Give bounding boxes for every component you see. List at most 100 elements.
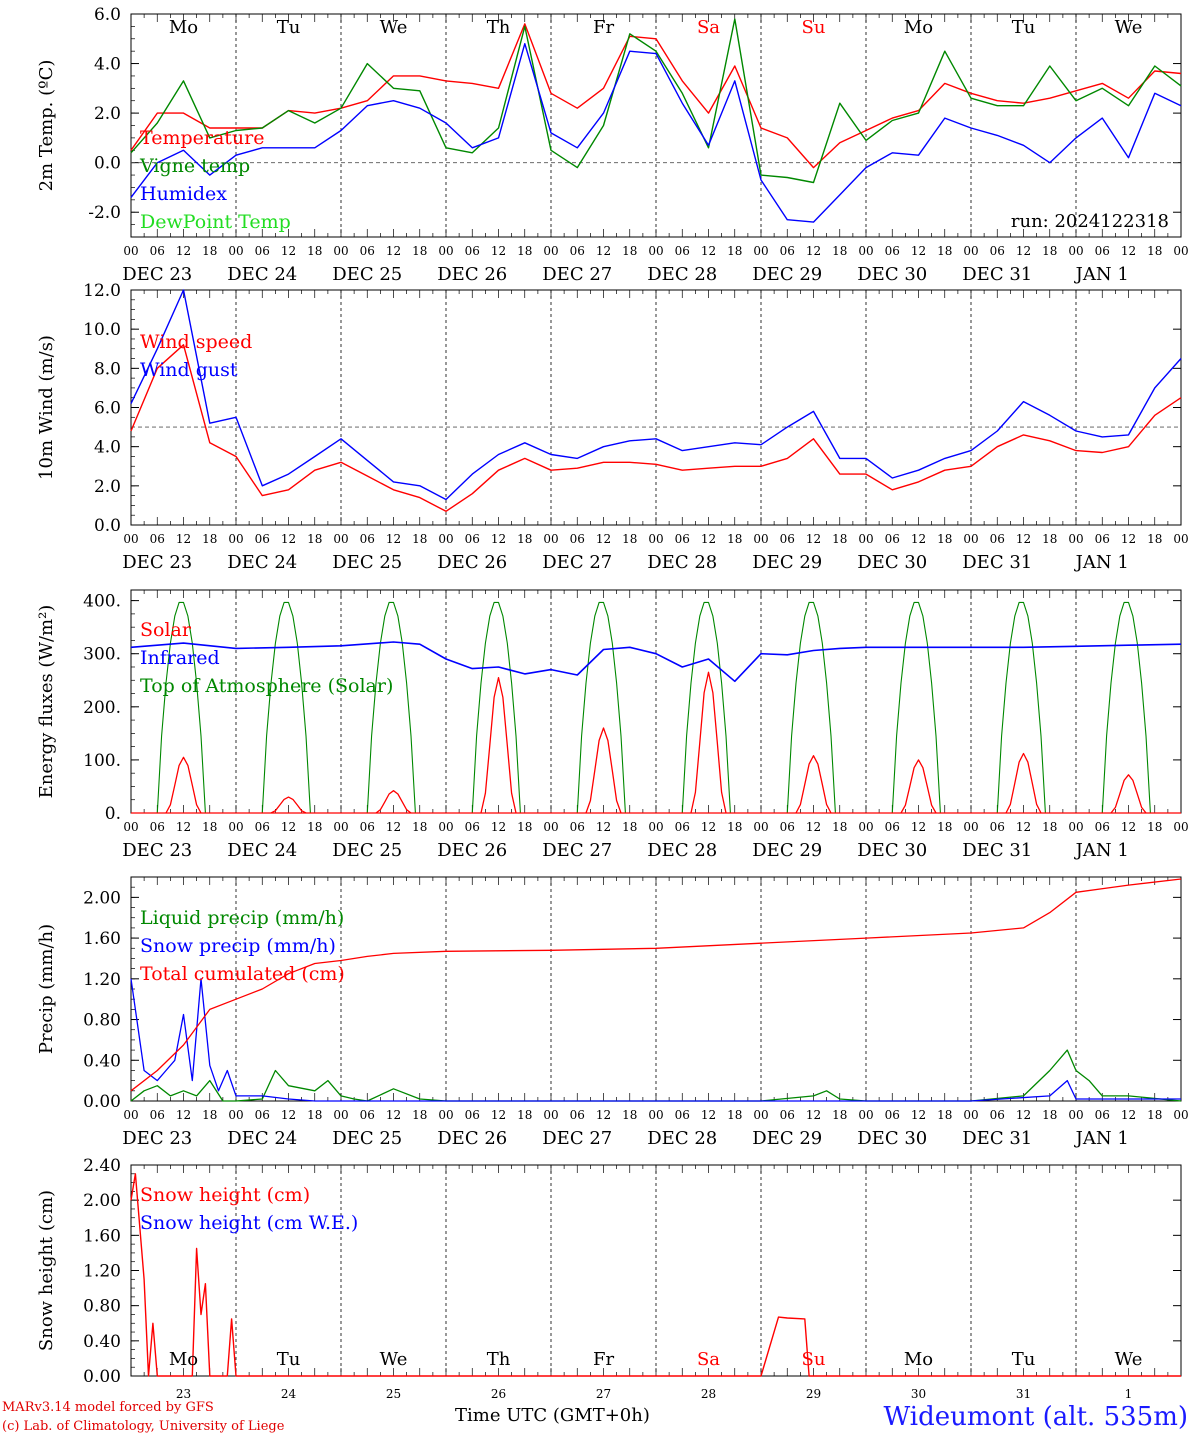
day-abbrev: We xyxy=(1115,1349,1143,1370)
x-hour-label: 12 xyxy=(596,820,611,834)
x-hour-label: 12 xyxy=(386,820,401,834)
snow-height-line xyxy=(130,1173,1181,1377)
solar-line xyxy=(1005,752,1042,814)
solar-line xyxy=(690,671,727,814)
x-hour-label: 12 xyxy=(1121,532,1136,546)
x-date-label: DEC 27 xyxy=(542,264,612,285)
day-abbrev: Fr xyxy=(593,1349,614,1370)
x-hour-label: 06 xyxy=(150,244,165,258)
day-number: 26 xyxy=(491,1387,506,1401)
x-hour-label: 00 xyxy=(1173,820,1188,834)
x-hour-label: 12 xyxy=(596,244,611,258)
x-date-label: DEC 27 xyxy=(542,552,612,573)
x-hour-label: 12 xyxy=(176,532,191,546)
x-hour-label: 00 xyxy=(1173,1108,1188,1122)
solar-line xyxy=(375,790,412,814)
y-axis-label: 10m Wind (m/s) xyxy=(36,335,57,480)
y-tick-label: 0. xyxy=(105,804,121,824)
y-tick-label: 4.0 xyxy=(94,55,121,75)
temp-series-line xyxy=(130,23,1182,169)
x-hour-label: 00 xyxy=(228,244,243,258)
x-date-label: DEC 23 xyxy=(122,1128,192,1149)
x-hour-label: 18 xyxy=(412,1108,427,1122)
x-hour-label: 18 xyxy=(1042,244,1057,258)
toa-solar-line xyxy=(786,601,836,814)
x-hour-label: 18 xyxy=(1147,532,1162,546)
x-hour-label: 18 xyxy=(517,1108,532,1122)
x-hour-label: 06 xyxy=(150,532,165,546)
x-hour-label: 18 xyxy=(832,244,847,258)
toa-solar-line xyxy=(681,601,731,814)
plot-frame xyxy=(130,13,1182,238)
legend-item: Snow height (cm W.E.) xyxy=(140,1212,358,1234)
toa-solar-line xyxy=(1101,601,1151,814)
x-hour-label: 12 xyxy=(1121,244,1136,258)
x-hour-label: 00 xyxy=(753,1108,768,1122)
x-date-label: DEC 26 xyxy=(437,264,507,285)
y-tick-label: 2.40 xyxy=(83,1156,121,1176)
x-hour-label: 06 xyxy=(360,532,375,546)
day-number: 27 xyxy=(596,1387,611,1401)
legend-item: Snow height (cm) xyxy=(140,1184,310,1206)
x-date-label: DEC 28 xyxy=(647,840,717,861)
x-hour-label: 18 xyxy=(517,820,532,834)
x-hour-label: 12 xyxy=(491,820,506,834)
day-abbrev: Su xyxy=(802,17,826,38)
panel-3: 0. 100. 200. 300. 400. Energy fluxes (W/m²) 00… xyxy=(36,589,1189,861)
day-abbrev: Fr xyxy=(593,17,614,38)
x-hour-label: 00 xyxy=(1068,244,1083,258)
x-date-label: DEC 31 xyxy=(962,264,1032,285)
x-hour-label: 12 xyxy=(1121,1108,1136,1122)
panel-2: 0.0 2.0 4.0 6.0 8.0 10.0 12.0 10m Wind (m/s) 00 0… xyxy=(36,281,1189,573)
x-hour-label: 06 xyxy=(780,1108,795,1122)
x-hour-label: 00 xyxy=(1068,1108,1083,1122)
y-tick-label: 6.0 xyxy=(94,5,121,25)
toa-solar-line xyxy=(576,601,626,814)
x-hour-label: 12 xyxy=(491,532,506,546)
day-abbrev: Mo xyxy=(169,17,198,38)
x-hour-label: 00 xyxy=(228,820,243,834)
day-number: 30 xyxy=(911,1387,926,1401)
x-hour-label: 12 xyxy=(596,532,611,546)
x-hour-label: 12 xyxy=(701,820,716,834)
x-date-label: DEC 24 xyxy=(227,840,297,861)
day-abbrev: Sa xyxy=(697,1349,720,1370)
x-date-label: DEC 28 xyxy=(647,264,717,285)
x-hour-label: 18 xyxy=(1147,820,1162,834)
day-number: 29 xyxy=(806,1387,821,1401)
x-date-label: DEC 27 xyxy=(542,840,612,861)
x-hour-label: 12 xyxy=(806,1108,821,1122)
x-hour-label: 00 xyxy=(333,1108,348,1122)
x-date-label: DEC 30 xyxy=(857,552,927,573)
x-hour-label: 00 xyxy=(753,244,768,258)
legend-item: Top of Atmosphere (Solar) xyxy=(140,675,393,697)
x-hour-label: 12 xyxy=(701,532,716,546)
x-hour-label: 18 xyxy=(727,532,742,546)
x-hour-label: 00 xyxy=(648,532,663,546)
x-hour-label: 06 xyxy=(465,1108,480,1122)
solar-line xyxy=(270,796,307,814)
x-hour-label: 18 xyxy=(202,532,217,546)
x-hour-label: 00 xyxy=(543,1108,558,1122)
y-tick-label: 2.0 xyxy=(94,477,121,497)
x-hour-label: 00 xyxy=(438,532,453,546)
x-hour-label: 18 xyxy=(412,820,427,834)
x-hour-label: 18 xyxy=(937,820,952,834)
legend-item: Wind speed xyxy=(140,331,252,353)
x-hour-label: 12 xyxy=(386,532,401,546)
x-date-label: JAN 1 xyxy=(1074,552,1129,573)
x-date-label: DEC 23 xyxy=(122,264,192,285)
legend-item: DewPoint Temp xyxy=(140,211,291,233)
x-hour-label: 00 xyxy=(858,820,873,834)
x-hour-label: 18 xyxy=(307,820,322,834)
x-hour-label: 06 xyxy=(150,820,165,834)
precip-series-line xyxy=(130,1049,1182,1102)
x-date-label: DEC 27 xyxy=(542,1128,612,1149)
x-hour-label: 00 xyxy=(1068,532,1083,546)
x-hour-label: 06 xyxy=(255,532,270,546)
y-tick-label: 0.0 xyxy=(94,154,121,174)
y-axis-label: Energy fluxes (W/m²) xyxy=(36,605,57,799)
x-hour-label: 06 xyxy=(255,244,270,258)
x-hour-label: 00 xyxy=(123,1108,138,1122)
